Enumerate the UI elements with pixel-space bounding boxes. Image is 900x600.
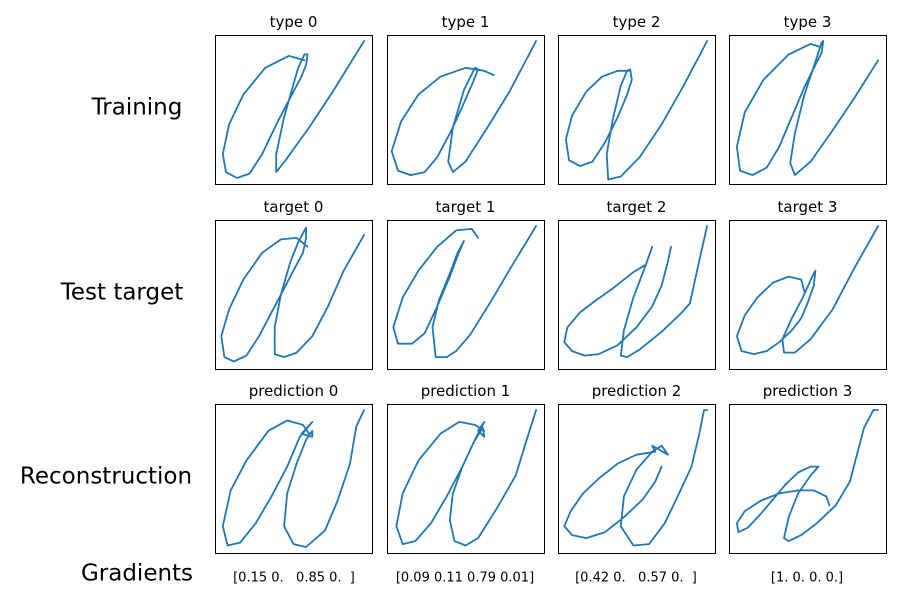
panel-1-0: target 0 xyxy=(216,198,373,370)
panel-frame xyxy=(730,221,887,370)
panel-frame xyxy=(388,221,545,370)
row-label-reconstruction: Reconstruction xyxy=(20,464,192,490)
panel-2-1: prediction 1 xyxy=(388,382,545,554)
panel-title: prediction 2 xyxy=(592,382,682,400)
row-label-gradients: Gradients xyxy=(81,561,193,587)
panel-title: type 1 xyxy=(442,13,490,31)
panel-frame xyxy=(216,405,373,554)
panel-1-2: target 2 xyxy=(559,198,716,370)
panel-title: target 3 xyxy=(778,198,838,216)
gradient-value-1: [0.09 0.11 0.79 0.01] xyxy=(396,571,534,586)
panel-2-3: prediction 3 xyxy=(730,382,887,554)
row-label-test-target: Test target xyxy=(60,280,184,306)
panel-2-0: prediction 0 xyxy=(216,382,373,554)
panel-0-2: type 2 xyxy=(559,13,716,185)
panel-0-0: type 0 xyxy=(216,13,373,185)
gradient-value-0: [0.15 0. 0.85 0. ] xyxy=(233,571,355,586)
panel-title: prediction 1 xyxy=(421,382,511,400)
panel-title: target 0 xyxy=(264,198,324,216)
panel-title: prediction 3 xyxy=(763,382,853,400)
panel-0-1: type 1 xyxy=(388,13,545,185)
panel-title: prediction 0 xyxy=(249,382,339,400)
panel-title: type 0 xyxy=(270,13,318,31)
panel-title: type 3 xyxy=(784,13,832,31)
panel-1-1: target 1 xyxy=(388,198,545,370)
panel-title: type 2 xyxy=(613,13,661,31)
row-label-training: Training xyxy=(91,95,183,121)
panel-title: target 1 xyxy=(436,198,496,216)
row-labels: Training Test target Reconstruction Grad… xyxy=(20,95,193,587)
panel-grid: type 0 type 1 type 2 type 3 target 0 target 1… xyxy=(216,13,887,554)
panel-2-2: prediction 2 xyxy=(559,382,716,554)
gradient-values: [0.15 0. 0.85 0. ] [0.09 0.11 0.79 0.01]… xyxy=(233,571,843,586)
panel-0-3: type 3 xyxy=(730,13,887,185)
gradient-value-3: [1. 0. 0. 0.] xyxy=(771,571,843,586)
panel-frame xyxy=(216,221,373,370)
gradient-value-2: [0.42 0. 0.57 0. ] xyxy=(575,571,697,586)
panel-frame xyxy=(559,36,716,185)
panel-frame xyxy=(388,405,545,554)
panel-1-3: target 3 xyxy=(730,198,887,370)
panel-frame xyxy=(559,405,716,554)
panel-frame xyxy=(730,36,887,185)
panel-title: target 2 xyxy=(607,198,667,216)
